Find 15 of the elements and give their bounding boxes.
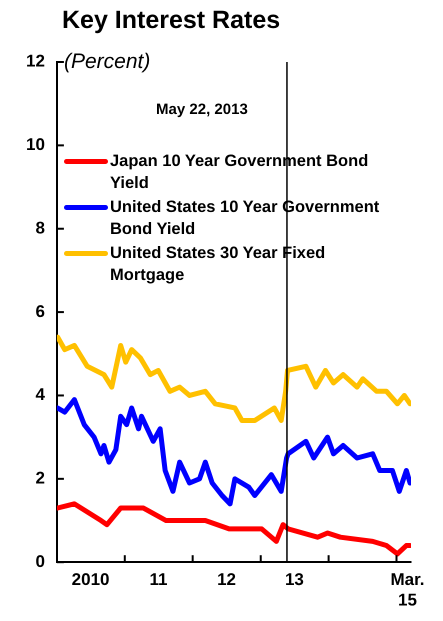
x-tick-label: 2010: [72, 570, 110, 590]
chart-title: Key Interest Rates: [62, 6, 280, 35]
x-tick-label: 11: [149, 570, 168, 590]
y-tick-label: 0: [35, 552, 45, 571]
y-tick-label: 10: [26, 135, 45, 154]
y-tick-label: 8: [35, 218, 45, 238]
x-tick-label: Mar. 15: [390, 570, 424, 610]
ref-line-label: May 22, 2013: [156, 101, 248, 118]
y-tick-label: 6: [35, 302, 45, 321]
y-tick-label: 2: [35, 468, 45, 488]
x-tick-label: 13: [284, 570, 304, 590]
chart-subtitle: (Percent): [64, 50, 150, 74]
y-tick-label: 4: [35, 385, 46, 404]
y-tick-label: 12: [26, 52, 45, 71]
x-tick-label: 12: [217, 570, 236, 590]
